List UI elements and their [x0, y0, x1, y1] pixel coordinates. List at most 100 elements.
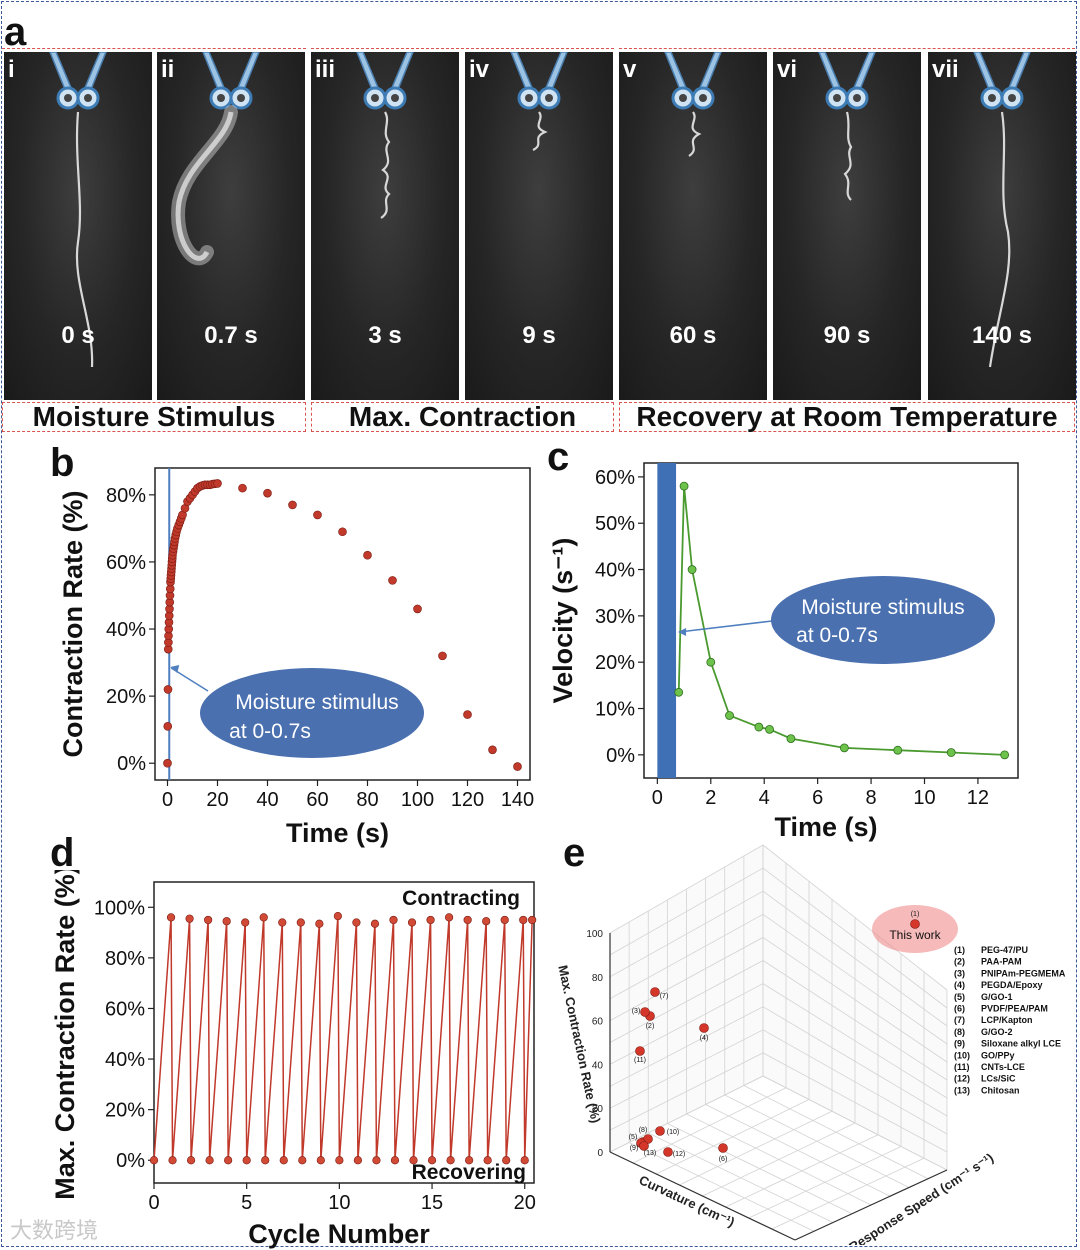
fiber [75, 111, 94, 368]
data-point [482, 917, 491, 926]
data-point [413, 604, 422, 614]
point-label: (8) [639, 1127, 648, 1134]
data-point [261, 1156, 270, 1165]
legend-id: (4) [954, 980, 965, 990]
y-tick-label: 10% [595, 699, 635, 721]
y-axis-label: Max. Response Speed (cm⁻¹ s⁻¹) [819, 1150, 996, 1245]
data-point [674, 687, 684, 697]
photo-time: 3 s [368, 322, 402, 349]
z-tick-label: 60 [592, 1017, 604, 1028]
data-point [363, 550, 372, 560]
stage-bracket [2, 48, 306, 53]
point-label: (9) [630, 1145, 639, 1152]
y-tick-label: 50% [595, 513, 635, 535]
data-point [316, 1156, 325, 1165]
tweezer-pin [833, 94, 841, 102]
arrow-head [678, 628, 687, 636]
annotation-bubble [771, 576, 995, 664]
point-label: (6) [719, 1156, 728, 1163]
tweezer-pin [391, 94, 399, 102]
data-point [650, 987, 660, 997]
data-point [520, 1156, 529, 1165]
tweezer-arm [851, 52, 876, 93]
y-tick-label: 0% [117, 753, 146, 775]
y-tick-label: 0% [606, 745, 635, 767]
photo-frame: ii 0.7 s [157, 52, 305, 400]
highlight-region [872, 905, 958, 953]
tweezer-arm [543, 52, 568, 93]
legend-id: (11) [954, 1062, 970, 1072]
data-point [426, 915, 435, 925]
data-point [488, 745, 497, 755]
data-point [438, 651, 447, 661]
stimulus-band [657, 463, 677, 778]
x-axis-label: Curvature (cm⁻¹) [637, 1172, 737, 1229]
point-label: (5) [629, 1134, 638, 1141]
stage-bracket [311, 48, 614, 53]
legend-name: Chitosan [981, 1085, 1020, 1095]
data-point [149, 1156, 159, 1165]
photo-time: 9 s [522, 322, 556, 349]
tweezer-arm [510, 52, 535, 93]
series-line [677, 486, 1005, 756]
y-tick-label: 40% [105, 1049, 145, 1071]
tweezer-pin [84, 94, 92, 102]
data-point [315, 919, 324, 928]
tweezer-pin [371, 94, 379, 102]
point-label: (7) [660, 993, 669, 1000]
legend-name: PEG-47/PU [981, 945, 1028, 955]
chart-d: 0 5 10 15 20 0% 20% 40% 60% 80% 100% Cycle Number Ma… [50, 870, 537, 1249]
tweezer-arm [49, 52, 74, 93]
photo-scene [510, 52, 568, 151]
annotation-text: Moisture stimulus [801, 596, 964, 619]
data-point [168, 1156, 177, 1165]
x-tick-label: 10 [328, 1192, 350, 1214]
legend-id: (3) [954, 968, 965, 978]
data-point [222, 917, 231, 926]
highlight-label: This work [889, 928, 941, 942]
data-point [388, 576, 397, 585]
tweezer-arm [1006, 52, 1031, 93]
data-point [699, 1023, 709, 1033]
data-point [519, 915, 528, 925]
tweezer-pin [525, 94, 533, 102]
chart-c: 0 2 4 6 8 10 12 0% 10% 20% 30% 40% 50% 60% Time (s) Vel… [550, 462, 1019, 842]
tweezer-arm [356, 52, 381, 93]
tweezer-arm [664, 52, 689, 93]
data-point [353, 1156, 363, 1165]
grid-line [771, 1157, 925, 1230]
photo-scene [664, 52, 722, 157]
panel-label-a: a [4, 10, 27, 54]
photo-index: iv [469, 56, 490, 83]
x-tick-label: 15 [421, 1192, 443, 1214]
data-point [679, 481, 689, 491]
data-point [893, 745, 903, 755]
legend-id: (13) [954, 1085, 970, 1095]
legend-name: LCs/SiC [981, 1074, 1016, 1084]
data-point [910, 919, 920, 929]
photo-time: 140 s [971, 322, 1033, 349]
data-point [502, 1156, 511, 1165]
annotation-text: Moisture stimulus [235, 691, 398, 714]
data-point [242, 1156, 251, 1165]
data-point [427, 1156, 437, 1165]
grid-line [702, 1122, 856, 1197]
data-point [163, 722, 173, 731]
legend-id: (7) [954, 1015, 965, 1025]
data-point [1000, 750, 1010, 760]
data-point [213, 479, 222, 488]
y-tick-label: 20% [106, 686, 146, 708]
legend-name: PEGDA/Epoxy [981, 980, 1043, 990]
tweezer-arm [235, 52, 260, 93]
data-point [296, 918, 305, 927]
data-point [463, 915, 472, 925]
data-point [839, 743, 849, 753]
y-tick-label: 60% [106, 552, 146, 574]
photo-frame: i 0 s [4, 52, 152, 400]
y-tick-label: 40% [106, 619, 146, 641]
x-tick-label: 5 [241, 1192, 252, 1214]
point-label: (13) [644, 1150, 656, 1157]
data-point [163, 758, 172, 768]
z-tick-label: 40 [592, 1060, 604, 1071]
data-point [224, 1156, 233, 1165]
